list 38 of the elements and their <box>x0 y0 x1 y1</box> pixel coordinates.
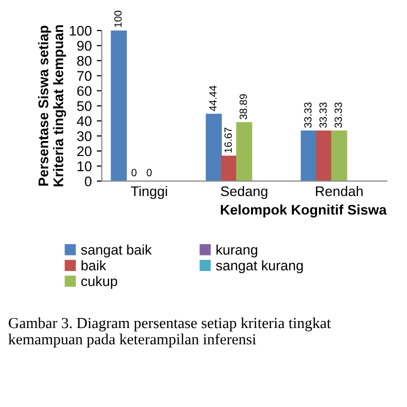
y-tick-label: 60 <box>77 86 92 96</box>
legend-label: baik <box>82 260 106 270</box>
legend-label: sangat kurang <box>216 260 303 274</box>
y-tick-label: 40 <box>76 116 92 126</box>
y-tick-label: 80 <box>77 56 92 66</box>
data-label: 0 <box>132 168 137 176</box>
x-axis-title: Kelompok Kognitif Siswa <box>220 204 387 218</box>
y-tick-label: 50 <box>77 101 92 111</box>
legend-label: kurang <box>216 244 258 258</box>
legend-label: cukup <box>81 276 118 289</box>
text: Gambar 3. Diagram persentase setiap kriteria tingkat kemampuan pada keterampilan inferensi <box>8 317 331 348</box>
y-tick-label: 100 <box>70 26 92 36</box>
data-label: 38.89 <box>240 94 247 120</box>
x-tick-label: Rendah <box>316 186 363 196</box>
data-label: 100 <box>114 10 122 27</box>
data-label: 16.67 <box>224 128 232 152</box>
bar <box>316 130 332 182</box>
y-tick-label: 70 <box>77 71 92 81</box>
bar <box>220 156 238 182</box>
y-tick-label: 10 <box>78 161 92 172</box>
bar <box>300 130 317 182</box>
bar <box>110 30 127 182</box>
y-axis-title: Persentase Siswa setiap Kriteria tingkat kempuan <box>38 25 66 186</box>
data-label: 33.33 <box>334 102 342 128</box>
x-tick-label: Sedang <box>220 186 268 199</box>
y-tick-label: 20 <box>77 146 92 156</box>
bar <box>236 122 252 182</box>
data-label: 33.33 <box>319 102 327 128</box>
y-tick-label: 30 <box>77 131 92 142</box>
bar <box>206 114 222 182</box>
bar <box>331 130 348 182</box>
data-label: 44.44 <box>209 86 217 112</box>
x-tick-label: Tinggi <box>130 186 167 199</box>
legend-label: sangat baik <box>81 244 152 258</box>
data-label: 33.33 <box>304 102 312 128</box>
y-tick-label: 90 <box>77 40 92 51</box>
y-tick-label: 0 <box>84 176 92 186</box>
data-label: 0 <box>146 168 152 176</box>
